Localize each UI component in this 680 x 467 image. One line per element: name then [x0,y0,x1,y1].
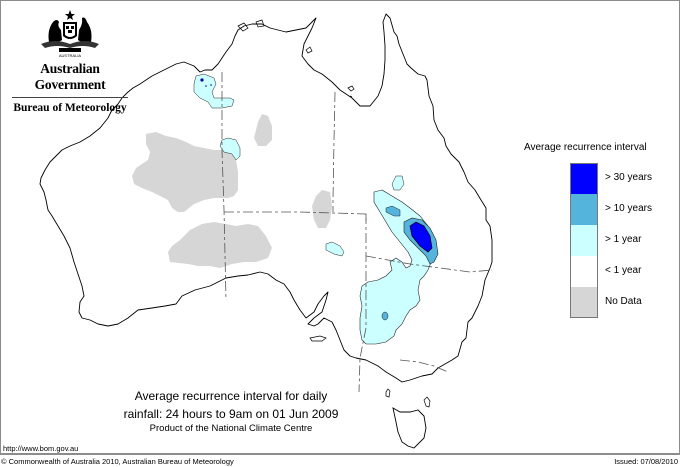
australia-map [39,13,493,449]
legend-label: > 30 years [605,172,652,183]
gt10yr-spot-kimberley-2 [205,85,207,87]
legend-swatch [570,194,598,225]
no-data-region-nt-south [312,190,332,228]
legend-item-nodata: No Data [570,287,670,318]
border-sa-qld [358,214,367,393]
gt10yr-spot-kimberley [200,78,204,82]
gt1yr-region-sa-lake [325,241,345,257]
legend-label: No Data [605,296,642,307]
gt1yr-region-kimberley [193,73,235,109]
agency-logo: AUSTRALIA Australian Government Bureau o… [10,8,130,115]
legend-item-lt1: < 1 year [570,256,670,287]
border-nt-qld [332,91,336,212]
gulf-islands [237,19,355,98]
no-data-region-wa-sa [168,222,272,268]
legend-label: < 1 year [605,265,642,276]
gt1yr-region-qld-small [391,175,405,191]
legend-swatch [570,163,598,194]
legend-swatch [570,256,598,287]
no-data-region-nt [254,114,272,146]
coat-of-arms-icon: AUSTRALIA [41,10,99,58]
legend-swatch [570,287,598,318]
caption-title-line2: rainfall: 24 hours to 9am on 01 Jun 2009 [123,407,339,421]
legend-item-gt1: > 1 year [570,225,670,256]
org-subtitle: Bureau of Meteorology [13,102,127,114]
legend-label: > 1 year [605,234,642,245]
kangaroo-island [309,335,327,342]
gt10yr-spot-nsw [381,311,389,321]
copyright-notice: © Commonwealth of Australia 2010, Austra… [1,457,234,466]
legend-item-gt30: > 30 years [570,163,670,194]
no-data-region-wa-north [132,132,238,212]
legend-item-gt10: > 10 years [570,194,670,225]
legend-label: > 10 years [605,203,652,214]
issued-date: Issued: 07/08/2010 [614,457,678,466]
legend-title: Average recurrence interval [524,142,647,153]
bom-url-link[interactable]: http://www.bom.gov.au [3,444,79,453]
state-borders [221,72,493,393]
org-title: Australian Government [34,61,106,92]
border-nsw-vic [399,359,449,373]
logo-divider [12,97,128,98]
map-caption: Average recurrence interval for daily ra… [100,387,362,435]
gt30yr-region [409,221,433,253]
caption-title-line1: Average recurrence interval for daily [134,389,328,403]
gt10yr-spot-kimberley-3 [210,84,212,86]
tasmania-coastline [392,407,427,449]
king-island [385,388,391,398]
caption-product-credit: Product of the National Climate Centre [149,423,313,434]
legend: > 30 years > 10 years > 1 year < 1 year … [570,163,670,318]
border-wa [221,72,227,301]
legend-swatch [570,225,598,256]
flinders-island [423,396,431,408]
gt10yr-region-qld-small [385,205,401,217]
svg-text:AUSTRALIA: AUSTRALIA [59,53,82,58]
